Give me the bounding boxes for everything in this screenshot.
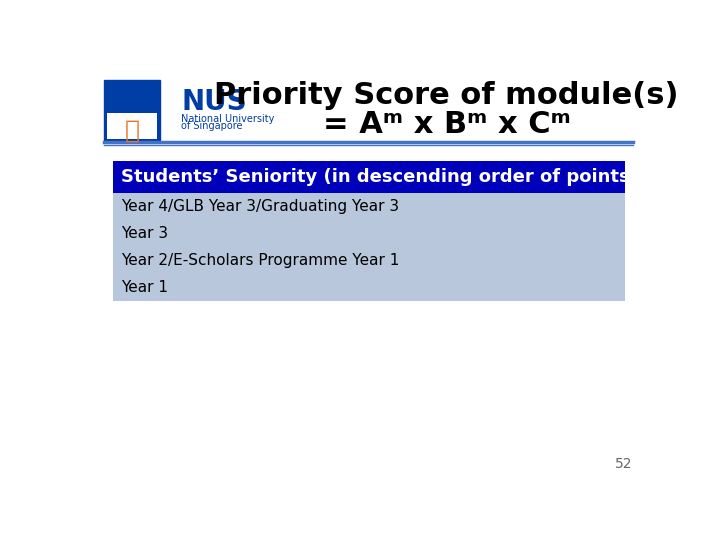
FancyBboxPatch shape: [113, 193, 625, 301]
Text: of Singapore: of Singapore: [181, 122, 243, 131]
Text: 52: 52: [615, 457, 632, 471]
Text: National University: National University: [181, 114, 275, 124]
Text: Year 3: Year 3: [121, 226, 168, 241]
Text: Year 2/E-Scholars Programme Year 1: Year 2/E-Scholars Programme Year 1: [121, 253, 400, 268]
Text: Year 4/GLB Year 3/Graduating Year 3: Year 4/GLB Year 3/Graduating Year 3: [121, 199, 399, 214]
Text: 🦁: 🦁: [125, 119, 140, 143]
FancyBboxPatch shape: [107, 112, 157, 139]
Text: Priority Score of module(s): Priority Score of module(s): [215, 81, 679, 110]
Text: Year 1: Year 1: [121, 280, 168, 295]
FancyBboxPatch shape: [107, 86, 157, 139]
Text: = Aᵐ x Bᵐ x Cᵐ: = Aᵐ x Bᵐ x Cᵐ: [323, 110, 570, 139]
FancyBboxPatch shape: [107, 86, 157, 112]
FancyBboxPatch shape: [104, 80, 160, 142]
Text: NUS: NUS: [181, 88, 247, 116]
Text: Students’ Seniority (in descending order of points) – Bᵐ: Students’ Seniority (in descending order…: [121, 168, 685, 186]
FancyBboxPatch shape: [113, 161, 625, 193]
